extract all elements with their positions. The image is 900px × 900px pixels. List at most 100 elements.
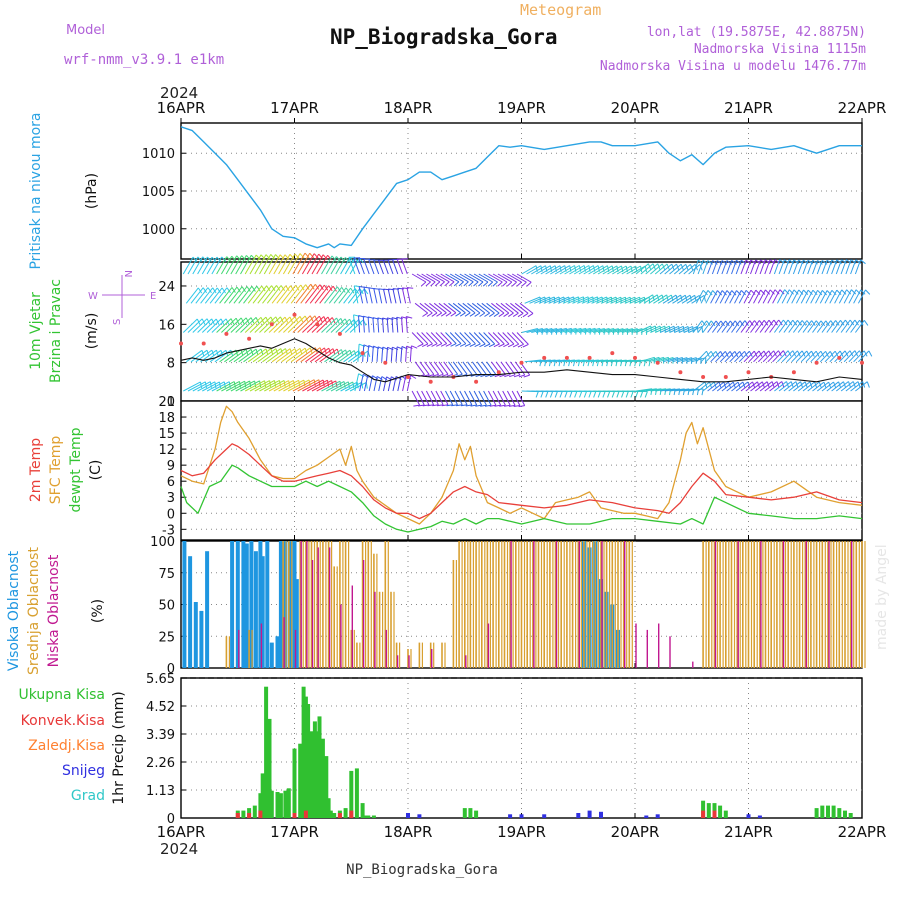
wind-barb-flag [650,325,652,333]
wind-barb-flag [507,343,515,348]
precip-bar [831,805,836,818]
wind-gust-point [587,355,592,360]
wind-barb [650,263,663,275]
wind-gust-point [269,322,274,327]
wind-barb-flag [336,256,341,262]
wind-barb [325,318,342,333]
wind-barb [338,287,351,304]
wind-barb [577,359,595,363]
wind-barb [745,320,755,333]
wind-barb [650,325,666,333]
wind-barb [464,390,473,406]
wind-barb-flag [318,253,324,260]
wind-gust-point [201,341,206,346]
wind-barb [559,327,577,333]
wind-barb [290,284,307,304]
precip-bar [292,748,297,818]
wind-barb [225,255,238,275]
wind-barb [216,256,228,275]
wind-barb [738,350,750,363]
wind-barb-flag [851,289,857,295]
precip-bar [746,814,751,818]
pressure-axis-title: Pritisak na nivou mora [28,112,44,269]
wind-barb-flag [310,283,315,290]
wind-barb [640,325,656,333]
wind-barb-flag [354,257,360,263]
wind-barb [540,265,556,275]
wind-barb [745,381,758,392]
wind-barb-flag [863,320,869,326]
wind-gust-point [383,360,388,365]
wind-barb [366,345,370,362]
wind-barb [340,381,358,392]
wind-barb [750,259,757,275]
wind-barb [658,357,674,363]
pressure-ytick-label: 1005 [142,185,175,200]
wind-barb [710,351,721,363]
wind-barb [854,320,865,333]
precip-bar [337,813,342,818]
wind-barb [425,390,435,406]
wind-barb [383,376,387,392]
wind-barb-flag [630,391,634,398]
wind-barb [276,285,291,304]
wind-barb [569,327,587,333]
precip-bar [328,810,333,818]
wind-barb [791,350,803,363]
wind-barb-flag [508,312,514,318]
wind-barb [624,296,640,304]
high-cloud-bar [283,541,288,668]
wind-barb [631,390,648,393]
wind-barb [467,361,478,375]
wind-barb [716,320,727,333]
high-cloud-bar [205,551,210,668]
wind-barb [257,285,272,304]
wind-barb [610,296,626,304]
wind-barb-flag [554,391,558,398]
wind-barb [402,375,407,392]
x-tick-label-top: 22APR [838,99,887,117]
wind-barb [349,319,364,333]
wind-barb [764,259,771,275]
wind-barb-flag [509,374,516,378]
wind-barb-flag [840,320,845,326]
wind-barb [540,328,558,333]
x-tick-label-bottom: 17APR [270,823,319,841]
wind-barb [664,388,680,392]
wind-barb [534,296,550,304]
precip-bar [303,696,308,818]
wind-barb [740,381,753,392]
wind-barb [421,273,436,283]
wind-barb-flag [523,374,530,378]
precip-bar [326,798,331,818]
wind-barb [767,350,779,363]
wind-barb-flag [721,290,727,296]
wind-axis-title-2: Brzina i Pravac [48,279,64,383]
wind-barb-flag [450,343,457,347]
wind-barb [729,290,737,304]
wind-barb [464,332,476,345]
wind-barb [273,380,294,392]
wind-barb [464,273,479,283]
high-cloud-bar [253,551,258,668]
wind-barb [550,265,566,275]
wind-barb [204,287,218,304]
wind-barb [397,288,402,304]
precip-bar [757,815,762,818]
temperature-ytick-label: 0 [167,507,175,522]
wind-barb [372,317,375,333]
high-cloud-bar [241,541,246,668]
wind-barb [588,265,604,275]
wind-barb [363,374,369,392]
wind-barb [468,390,478,406]
wind-barb-flag [484,404,492,407]
high-cloud-bar [275,636,280,669]
wind-barb [516,332,529,345]
wind-barb [810,350,822,363]
wind-barb [757,350,770,363]
wind-barb [401,287,407,304]
wind-barb [214,287,228,304]
wind-barb [497,332,510,345]
wind-barb [454,273,469,283]
wind-barb [247,348,267,363]
